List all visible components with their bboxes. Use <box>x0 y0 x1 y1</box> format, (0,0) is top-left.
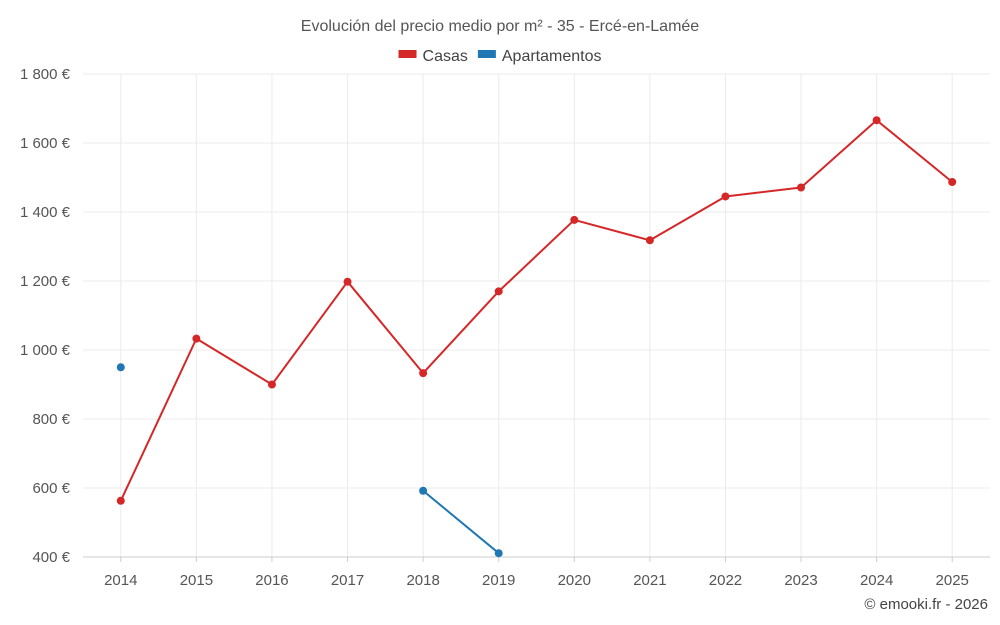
credit-text: © emooki.fr - 2026 <box>864 596 988 613</box>
x-tick-label: 2024 <box>860 572 893 589</box>
data-point <box>948 177 957 186</box>
data-point <box>570 215 579 224</box>
y-tick-label: 600 € <box>32 480 70 497</box>
data-point <box>494 549 503 558</box>
y-tick-label: 1 000 € <box>20 342 71 359</box>
series-line <box>422 489 500 554</box>
data-point <box>419 486 428 495</box>
data-point <box>872 116 881 125</box>
x-tick-label: 2014 <box>104 572 137 589</box>
y-tick-label: 1 600 € <box>20 135 71 152</box>
data-point <box>797 183 806 192</box>
series-layer <box>116 116 957 558</box>
x-tick-label: 2022 <box>709 572 742 589</box>
chart-title: Evolución del precio medio por m² - 35 -… <box>301 18 700 35</box>
grid <box>83 73 990 558</box>
x-tick-label: 2020 <box>558 572 591 589</box>
series-casas <box>116 116 957 505</box>
legend-label: Apartamentos <box>502 48 602 65</box>
y-tick-label: 800 € <box>32 411 70 428</box>
data-point <box>116 496 125 505</box>
y-tick-label: 400 € <box>32 549 70 566</box>
x-tick-label: 2015 <box>180 572 213 589</box>
x-tick-label: 2021 <box>633 572 666 589</box>
legend-label: Casas <box>423 48 468 65</box>
series-line <box>119 119 953 502</box>
x-tick-label: 2018 <box>406 572 439 589</box>
x-tick-label: 2019 <box>482 572 515 589</box>
legend-swatch <box>398 50 417 58</box>
y-tick-label: 1 400 € <box>20 204 71 221</box>
data-point <box>116 363 125 372</box>
x-tick-label: 2023 <box>784 572 817 589</box>
x-tick-label: 2017 <box>331 572 364 589</box>
y-tick-label: 1 800 € <box>20 66 71 83</box>
legend-swatch <box>477 50 496 58</box>
x-tick-label: 2025 <box>936 572 969 589</box>
series-apartamentos <box>116 363 503 558</box>
data-point <box>192 334 201 343</box>
data-point <box>494 287 503 296</box>
legend: Casas Apartamentos <box>398 48 602 65</box>
data-point <box>343 277 352 286</box>
data-point <box>645 236 654 245</box>
data-point <box>267 380 276 389</box>
x-tick-label: 2016 <box>255 572 288 589</box>
axes: 400 € 600 € 800 € 1 000 € 1 200 € 1 400 € 1 60… <box>20 66 990 589</box>
data-point <box>419 369 428 378</box>
y-tick-label: 1 200 € <box>20 273 71 290</box>
data-point <box>721 192 730 201</box>
